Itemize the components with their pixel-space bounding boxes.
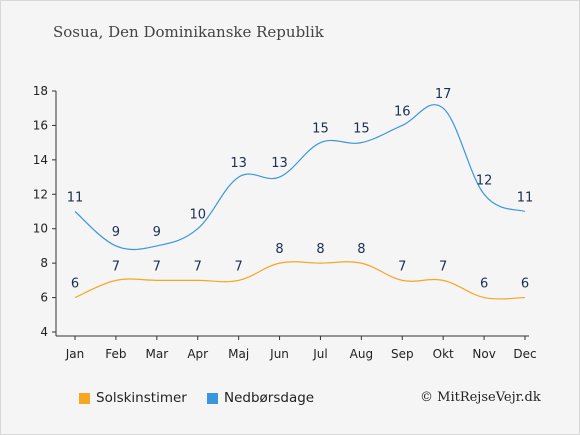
data-label-rain: 11 (67, 191, 84, 206)
data-label-rain: 15 (312, 122, 329, 137)
y-tick-label: 16 (33, 118, 48, 132)
y-tick-label: 14 (33, 153, 48, 167)
y-tick-label: 12 (33, 187, 48, 201)
x-tick-label: Jan (65, 347, 85, 361)
legend-swatch-rain (207, 392, 218, 404)
data-label-rain: 9 (153, 225, 161, 240)
data-label-rain: 13 (271, 156, 288, 171)
site-credit: © MitRejseVejr.dk (420, 390, 541, 405)
y-tick-label: 6 (40, 291, 48, 305)
x-tick-label: Okt (433, 347, 454, 361)
data-label-sun: 7 (194, 259, 202, 274)
x-tick-label: Jun (269, 347, 289, 361)
x-tick-label: Aug (350, 347, 373, 361)
data-label-sun: 7 (153, 259, 161, 274)
data-label-rain: 13 (230, 156, 247, 171)
y-tick-label: 4 (40, 325, 48, 339)
data-label-sun: 7 (439, 259, 447, 274)
data-label-sun: 8 (316, 242, 324, 257)
legend-item-rain: Nedbørsdage (207, 390, 314, 406)
x-tick-label: Maj (228, 347, 249, 361)
data-label-rain: 17 (435, 87, 452, 102)
series-line-rain (74, 104, 526, 251)
data-label-rain: 15 (353, 122, 370, 137)
data-label-sun: 7 (112, 259, 120, 274)
data-label-sun: 8 (275, 242, 283, 257)
data-label-rain: 9 (112, 225, 120, 240)
data-label-rain: 12 (476, 173, 493, 188)
data-label-sun: 6 (521, 277, 529, 292)
x-tick-label: Jul (312, 347, 327, 361)
series-line-sun (74, 261, 526, 300)
x-tick-label: Nov (472, 347, 495, 361)
data-label-sun: 7 (398, 259, 406, 274)
data-label-rain: 10 (189, 208, 206, 223)
x-tick-label: Mar (145, 347, 168, 361)
x-tick-label: Apr (187, 347, 208, 361)
y-tick-label: 10 (33, 222, 48, 236)
data-label-sun: 7 (234, 259, 242, 274)
data-label-rain: 11 (517, 191, 534, 206)
legend-swatch-sun (79, 392, 90, 404)
legend-label-sun: Solskinstimer (96, 390, 187, 406)
data-label-rain: 16 (394, 104, 411, 119)
data-label-sun: 6 (71, 277, 79, 292)
x-tick-label: Sep (391, 347, 414, 361)
data-label-sun: 8 (357, 242, 365, 257)
x-tick-label: Feb (105, 347, 126, 361)
legend-item-sun: Solskinstimer (79, 390, 187, 406)
chart-title: Sosua, Den Dominikanske Republik (53, 23, 324, 41)
legend-label-rain: Nedbørsdage (224, 390, 315, 406)
data-label-sun: 6 (480, 277, 488, 292)
y-tick-label: 8 (40, 256, 48, 270)
y-tick-label: 18 (33, 84, 48, 98)
x-tick-label: Dec (513, 347, 536, 361)
